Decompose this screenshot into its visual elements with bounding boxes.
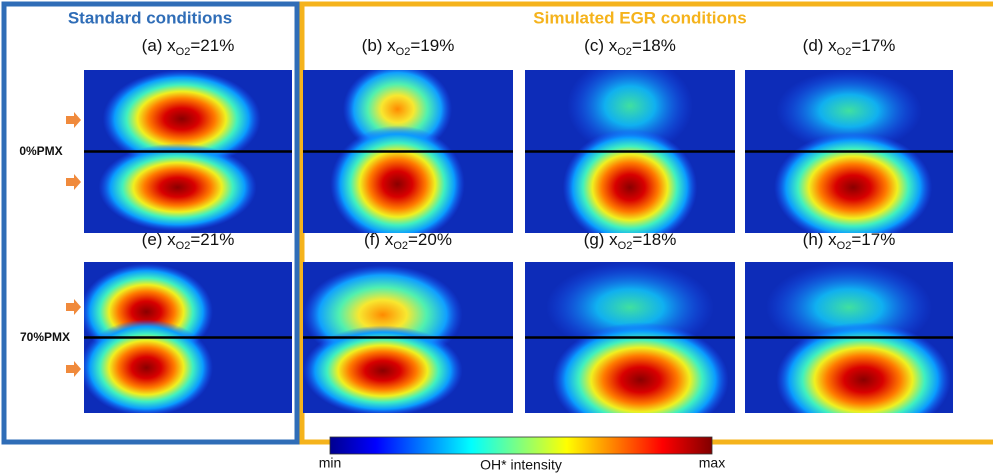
panel-label-sub: O2 xyxy=(176,46,191,58)
row-label: 0%PMX xyxy=(19,144,62,158)
arrows xyxy=(66,112,81,377)
panel-label-prefix: (b) x xyxy=(362,36,397,55)
panel-label: (c) xO2=18% xyxy=(584,36,676,57)
colorbar xyxy=(329,436,713,455)
colorbar-max: max xyxy=(699,455,725,471)
panel-label: (a) xO2=21% xyxy=(142,36,235,57)
panel-label-sub: O2 xyxy=(176,240,191,252)
panel-label: (d) xO2=17% xyxy=(803,36,896,57)
panel-label-prefix: (d) x xyxy=(803,36,838,55)
panel-label-prefix: (g) x xyxy=(584,230,619,249)
panel-label-sub: O2 xyxy=(393,240,408,252)
panel-label-sub: O2 xyxy=(837,46,852,58)
panel-label: (e) xO2=21% xyxy=(142,230,235,251)
panel-label-prefix: (h) x xyxy=(803,230,838,249)
panel-label-prefix: (c) x xyxy=(584,36,618,55)
heatmap xyxy=(303,262,513,413)
panel-label-sub: O2 xyxy=(837,240,852,252)
heatmap xyxy=(745,262,953,413)
panel-label: (b) xO2=19% xyxy=(362,36,455,57)
group-title: Standard conditions xyxy=(68,8,232,27)
heatmap xyxy=(525,262,735,413)
panel-label: (f) xO2=20% xyxy=(364,230,452,251)
heatmap xyxy=(525,70,735,233)
panel-label: (g) xO2=18% xyxy=(584,230,677,251)
panel-label-prefix: (f) x xyxy=(364,230,394,249)
heatmap xyxy=(303,70,513,233)
panel-label-suffix: =18% xyxy=(632,230,676,249)
heatmap xyxy=(745,70,953,233)
panel-label-suffix: =18% xyxy=(632,36,676,55)
panel-label-suffix: =19% xyxy=(410,36,454,55)
panel-label-sub: O2 xyxy=(617,46,632,58)
panel-label-suffix: =17% xyxy=(851,230,895,249)
panel-label-suffix: =21% xyxy=(190,230,234,249)
heatmap xyxy=(84,70,292,233)
panel-label-prefix: (a) x xyxy=(142,36,177,55)
panel-label-sub: O2 xyxy=(618,240,633,252)
row-label: 70%PMX xyxy=(20,330,70,344)
panel-label: (h) xO2=17% xyxy=(803,230,896,251)
panel-label-sub: O2 xyxy=(396,46,411,58)
panel-label-suffix: =17% xyxy=(851,36,895,55)
heatmap xyxy=(84,262,292,413)
panel-label-suffix: =21% xyxy=(190,36,234,55)
standard-frame xyxy=(1,1,300,445)
colorbar-label: OH* intensity xyxy=(480,457,562,473)
colorbar-min: min xyxy=(319,455,342,471)
panel-label-suffix: =20% xyxy=(408,230,452,249)
panel-label-prefix: (e) x xyxy=(142,230,177,249)
group-title: Simulated EGR conditions xyxy=(533,8,746,27)
